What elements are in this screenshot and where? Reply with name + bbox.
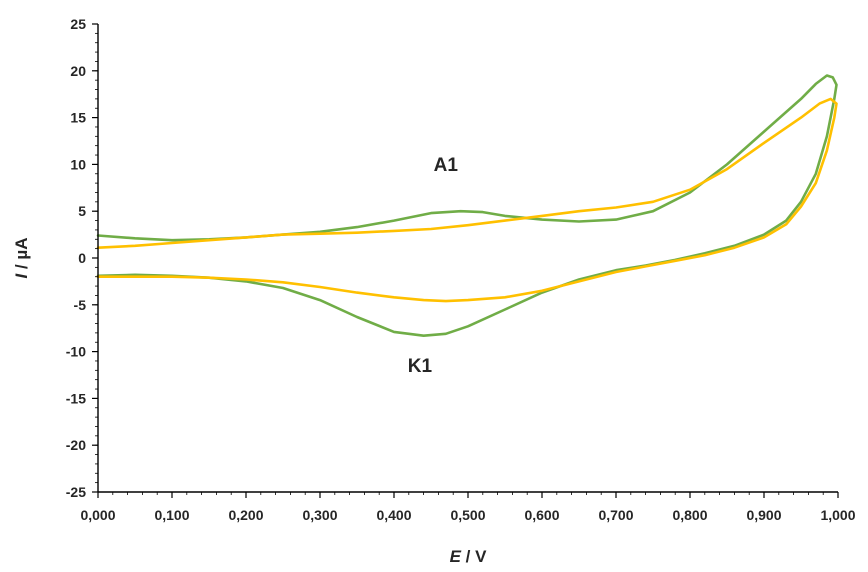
y-tick-label: -15	[66, 390, 86, 406]
y-tick-label: 25	[70, 16, 86, 32]
y-tick-label: -20	[66, 437, 86, 453]
x-tick-label: 0,000	[80, 507, 115, 523]
y-tick-label: -5	[74, 297, 87, 313]
y-tick-label: -10	[66, 344, 86, 360]
x-tick-label: 0,500	[450, 507, 485, 523]
y-tick-label: 5	[78, 203, 86, 219]
x-tick-label: 0,700	[598, 507, 633, 523]
y-tick-label: 20	[70, 63, 86, 79]
y-axis-title-unit: / µA	[12, 238, 31, 274]
x-tick-labels: 0,000 0,100 0,200 0,300 0,400 0,500 0,600 0,700…	[80, 507, 855, 523]
peak-label-k1: K1	[408, 356, 433, 377]
peak-label-a1: A1	[434, 155, 459, 176]
x-tick-label: 0,900	[746, 507, 781, 523]
x-tick-label: 0,600	[524, 507, 559, 523]
x-tick-label: 0,800	[672, 507, 707, 523]
plot-area	[98, 24, 838, 492]
y-tick-label: -25	[66, 484, 86, 500]
plot-background	[98, 24, 838, 492]
y-axis-title-symbol: I	[12, 272, 31, 278]
x-tick-label: 0,400	[376, 507, 411, 523]
series-layer	[96, 74, 838, 337]
x-tick-label: 0,300	[302, 507, 337, 523]
y-axis-title: I / µA	[12, 238, 31, 279]
series-line-2	[96, 97, 838, 303]
y-tick-label: 0	[78, 250, 86, 266]
y-tick-label: 15	[70, 110, 86, 126]
x-axis-title-unit: / V	[461, 547, 487, 566]
x-tick-label: 1,000	[820, 507, 855, 523]
x-axis-title: E / V	[450, 547, 488, 566]
x-axis-title-symbol: E	[450, 547, 462, 566]
y-tick-label: 10	[70, 156, 86, 172]
axes-layer	[92, 23, 839, 498]
y-tick-labels: -25 -20 -15 -10 -5 0 5 10 15 20 25	[66, 16, 86, 500]
x-tick-label: 0,200	[228, 507, 263, 523]
x-tick-label: 0,100	[154, 507, 189, 523]
series-line-1	[96, 74, 838, 337]
annotations: A1 K1	[408, 155, 459, 377]
